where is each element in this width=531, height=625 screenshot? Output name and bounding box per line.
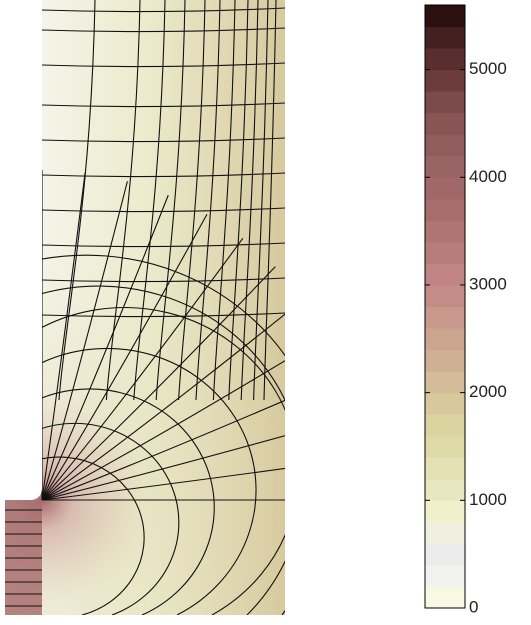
mesh-line: [41, 172, 285, 178]
colorbar-band: [425, 414, 465, 437]
colorbar-band: [425, 500, 465, 523]
colorbar-band: [425, 5, 465, 28]
mesh-line: [36, 422, 180, 615]
colorbar-tick-label: 3000: [469, 274, 507, 293]
colorbar-band: [425, 26, 465, 49]
mesh-line: [41, 7, 285, 13]
colorbar-band: [425, 69, 465, 92]
mesh-line: [36, 307, 285, 615]
colorbar-band: [425, 371, 465, 394]
colorbar-band: [425, 220, 465, 243]
mesh-line: [133, 0, 166, 401]
mesh-line: [36, 347, 257, 615]
colorbar-tick-label: 0: [469, 597, 478, 616]
mesh-line: [36, 254, 285, 615]
mesh-line: [41, 172, 86, 501]
colorbar-band: [425, 435, 465, 458]
mesh-line: [41, 102, 285, 108]
colorbar-band: [425, 543, 465, 566]
mesh-line: [253, 0, 269, 401]
mesh-line: [41, 456, 285, 501]
mesh-line: [36, 388, 215, 615]
colorbar-tick-label: 5000: [469, 59, 507, 78]
mesh-line: [178, 0, 206, 401]
colorbar-band: [425, 478, 465, 501]
colorbar-band: [425, 457, 465, 480]
colorbar-band: [425, 564, 465, 587]
colorbar-band: [425, 48, 465, 71]
colorbar-band: [425, 284, 465, 307]
colorbar-band: [425, 177, 465, 200]
colorbar-frame: [424, 4, 466, 609]
colorbar-tick-label: 1000: [469, 490, 507, 509]
mesh-line: [41, 334, 285, 501]
mesh-line: [240, 0, 259, 401]
mesh-line: [41, 181, 128, 501]
mesh-line: [41, 27, 285, 33]
mesh-line: [155, 0, 186, 401]
mesh-line: [105, 0, 141, 401]
mesh-line: [36, 285, 285, 615]
colorbar-band: [425, 241, 465, 264]
colorbar-band: [425, 349, 465, 372]
mesh-line: [41, 373, 285, 501]
colorbar-band: [425, 134, 465, 157]
colorbar-band: [425, 91, 465, 114]
mesh-line: [41, 414, 285, 501]
colorbar-band: [425, 112, 465, 135]
colorbar-tick-label: 4000: [469, 167, 507, 186]
mesh-line: [41, 237, 244, 501]
colorbar-band: [425, 155, 465, 178]
mesh-line: [41, 242, 285, 248]
mesh-line: [195, 0, 221, 401]
mesh-line: [41, 298, 285, 501]
colorbar-band: [425, 521, 465, 544]
colorbar-band: [425, 306, 465, 329]
colorbar-band: [425, 198, 465, 221]
mesh-line: [41, 194, 169, 501]
colorbar-band: [425, 586, 465, 609]
colorbar: 0 1000 2000 3000 4000 5000: [424, 4, 507, 616]
mesh: [5, 0, 285, 615]
mesh-line: [263, 0, 277, 401]
colorbar-band: [425, 392, 465, 415]
mesh-line: [58, 0, 96, 401]
mesh-line: [41, 266, 276, 501]
colorbar-band: [425, 263, 465, 286]
colorbar-band: [425, 328, 465, 351]
field: [5, 0, 285, 615]
colorbar-tick-label: 2000: [469, 382, 507, 401]
mesh-line: [212, 0, 236, 401]
mesh-line: [41, 213, 208, 501]
mesh-line: [41, 62, 285, 68]
